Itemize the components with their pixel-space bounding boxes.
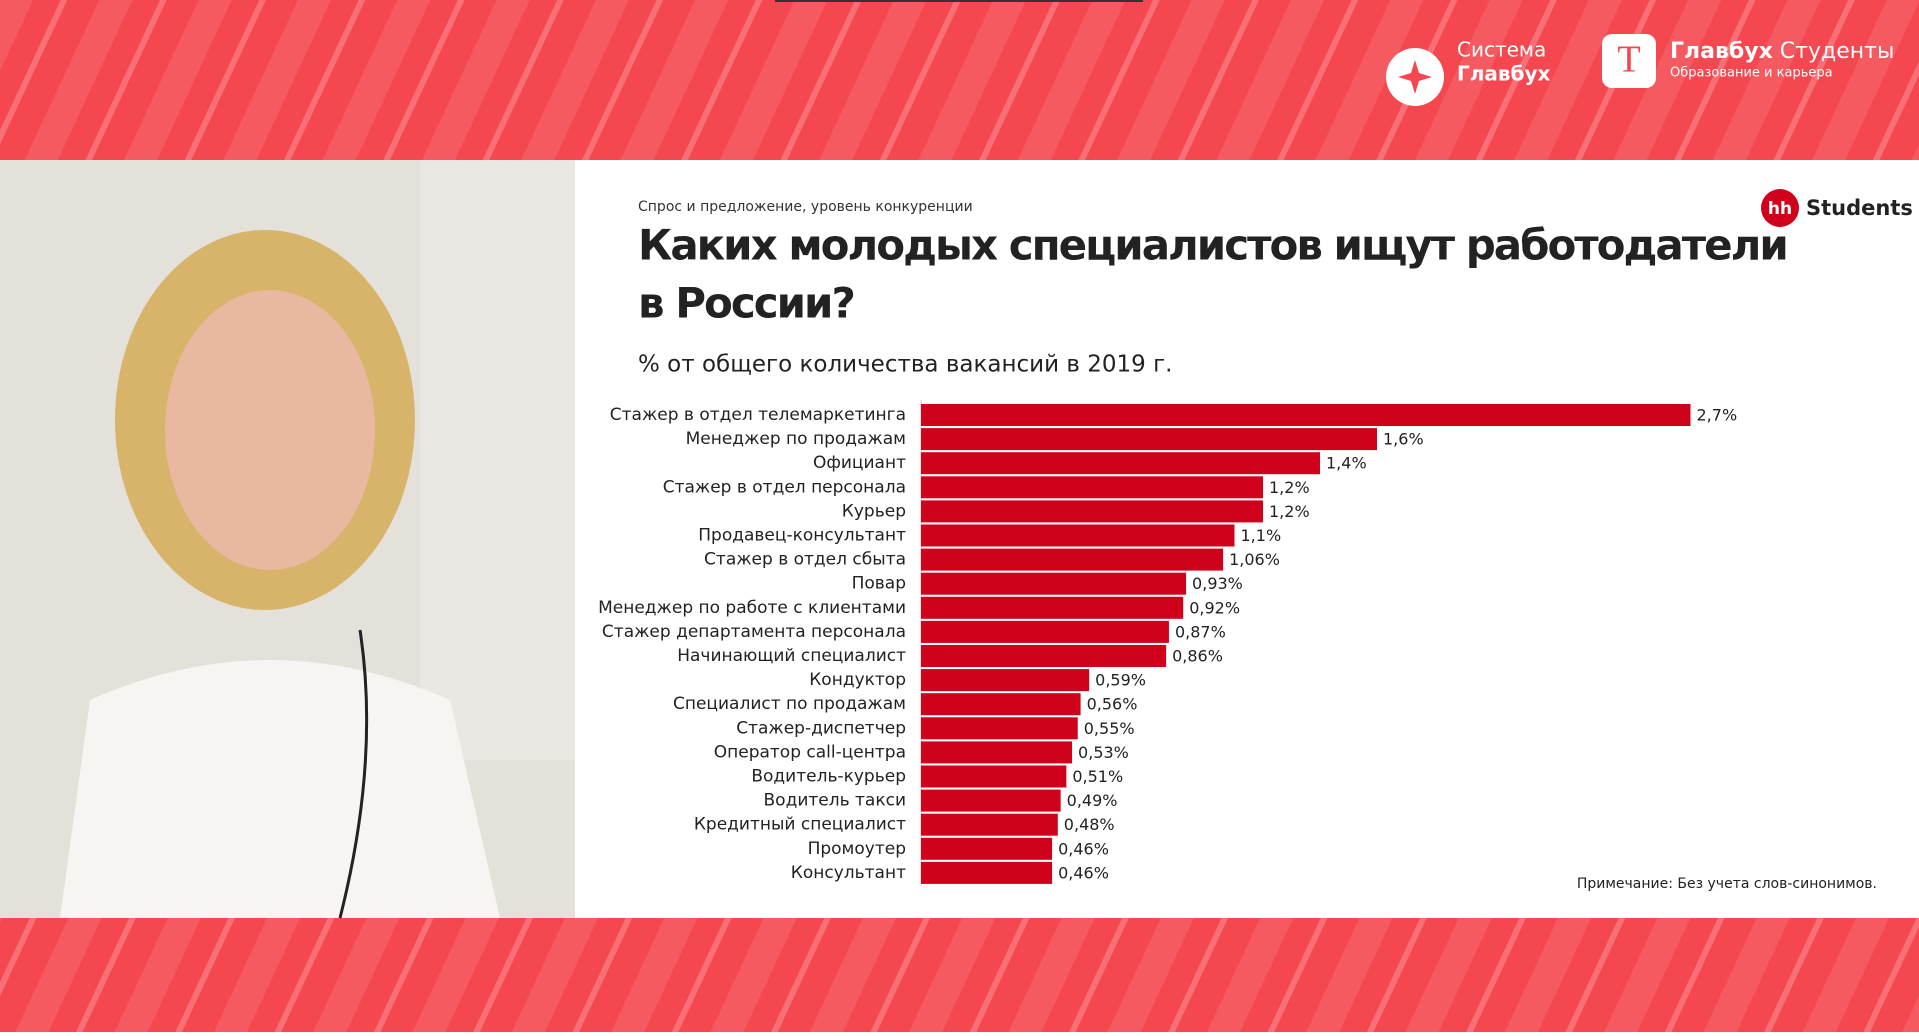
value-label: 0,56% — [1087, 695, 1138, 714]
shirt — [60, 660, 500, 918]
bar — [921, 524, 1235, 547]
bar — [921, 476, 1263, 499]
bar — [921, 452, 1320, 475]
bar — [921, 500, 1263, 523]
bar — [921, 813, 1058, 836]
bar — [921, 572, 1187, 595]
hh-badge — [1761, 189, 1799, 227]
category-label: Начинающий специалист — [677, 646, 906, 666]
value-label: 0,48% — [1064, 815, 1115, 834]
category-label: Стажер-диспетчер — [736, 718, 906, 738]
logo2-title: Главбух Студенты — [1670, 39, 1894, 64]
value-label: 0,86% — [1172, 647, 1223, 666]
bar — [921, 861, 1053, 884]
bar — [921, 669, 1090, 692]
bar — [921, 693, 1081, 716]
category-label: Стажер в отдел персонала — [663, 477, 906, 497]
brand: Students — [1806, 196, 1913, 220]
bar — [921, 765, 1067, 788]
category-label: Консультант — [791, 863, 906, 883]
category-label: Продавец-консультант — [698, 526, 906, 546]
value-label: 1,1% — [1241, 526, 1282, 545]
value-label: 0,53% — [1078, 743, 1129, 762]
logo2-title-a: Главбух — [1670, 39, 1773, 64]
video-wall — [420, 160, 575, 760]
category-label: Оператор call-центра — [714, 742, 906, 762]
value-label: 0,51% — [1072, 767, 1123, 786]
value-label: 0,92% — [1189, 598, 1240, 617]
category-label: Повар — [852, 574, 906, 594]
value-label: 0,87% — [1175, 622, 1226, 641]
category-label: Официант — [813, 453, 906, 473]
value-label: 1,2% — [1269, 478, 1310, 497]
value-label: 0,93% — [1192, 574, 1243, 593]
category-label: Стажер департамента персонала — [602, 622, 906, 642]
value-label: 1,2% — [1269, 502, 1310, 521]
value-label: 0,46% — [1058, 839, 1109, 858]
value-label: 0,49% — [1067, 791, 1118, 810]
category-label: Водитель такси — [764, 791, 907, 811]
top-banner — [0, 0, 1919, 160]
value-label: 0,59% — [1095, 671, 1146, 690]
category-label: Водитель-курьер — [751, 767, 906, 787]
title-line: в России? — [638, 279, 854, 328]
bar — [921, 717, 1078, 740]
logo2-icon — [1602, 34, 1656, 88]
logo1-line: Главбух — [1457, 62, 1551, 86]
logo1-line: Система — [1457, 38, 1546, 62]
bar — [921, 548, 1224, 571]
hh-badge-text: hh — [1768, 199, 1792, 219]
face — [165, 290, 375, 570]
logo1-star — [1398, 60, 1432, 94]
category-label: Кондуктор — [809, 670, 906, 690]
bar — [921, 837, 1053, 860]
category-label: Курьер — [842, 501, 906, 521]
value-label: 1,4% — [1326, 454, 1367, 473]
value-label: 0,46% — [1058, 863, 1109, 882]
bar — [921, 428, 1377, 451]
bar — [921, 741, 1073, 764]
chart-subtitle: % от общего количества вакансий в 2019 г… — [638, 352, 1172, 378]
slide — [575, 160, 1919, 918]
logo2-subtitle: Образование и карьера — [1670, 66, 1833, 81]
logo2-glyph: T — [1617, 39, 1640, 81]
bottom-banner — [0, 918, 1919, 1032]
category-label: Стажер в отдел сбыта — [704, 550, 906, 570]
bar — [921, 620, 1169, 643]
title-line: Каких молодых специалистов ищут работода… — [638, 221, 1787, 270]
category-label: Промоутер — [808, 839, 906, 859]
bar — [921, 789, 1061, 812]
top-bar — [775, 0, 1143, 2]
note: Примечание: Без учета слов-синонимов. — [1577, 876, 1877, 892]
value-label: 1,6% — [1383, 430, 1424, 449]
category-label: Менеджер по работе с клиентами — [598, 598, 906, 618]
value-label: 0,55% — [1084, 719, 1135, 738]
value-label: 2,7% — [1697, 406, 1738, 425]
value-label: 1,06% — [1229, 550, 1280, 569]
kicker: Спрос и предложение, уровень конкуренции — [638, 199, 973, 215]
category-label: Стажер в отдел телемаркетинга — [610, 405, 906, 425]
category-label: Менеджер по продажам — [686, 429, 906, 449]
logo2-title-b: Студенты — [1780, 39, 1895, 64]
category-label: Специалист по продажам — [673, 694, 906, 714]
bar — [921, 645, 1167, 667]
category-label: Кредитный специалист — [694, 815, 906, 835]
bar — [921, 596, 1184, 619]
earphone-cable — [338, 629, 369, 919]
bar — [921, 404, 1691, 426]
